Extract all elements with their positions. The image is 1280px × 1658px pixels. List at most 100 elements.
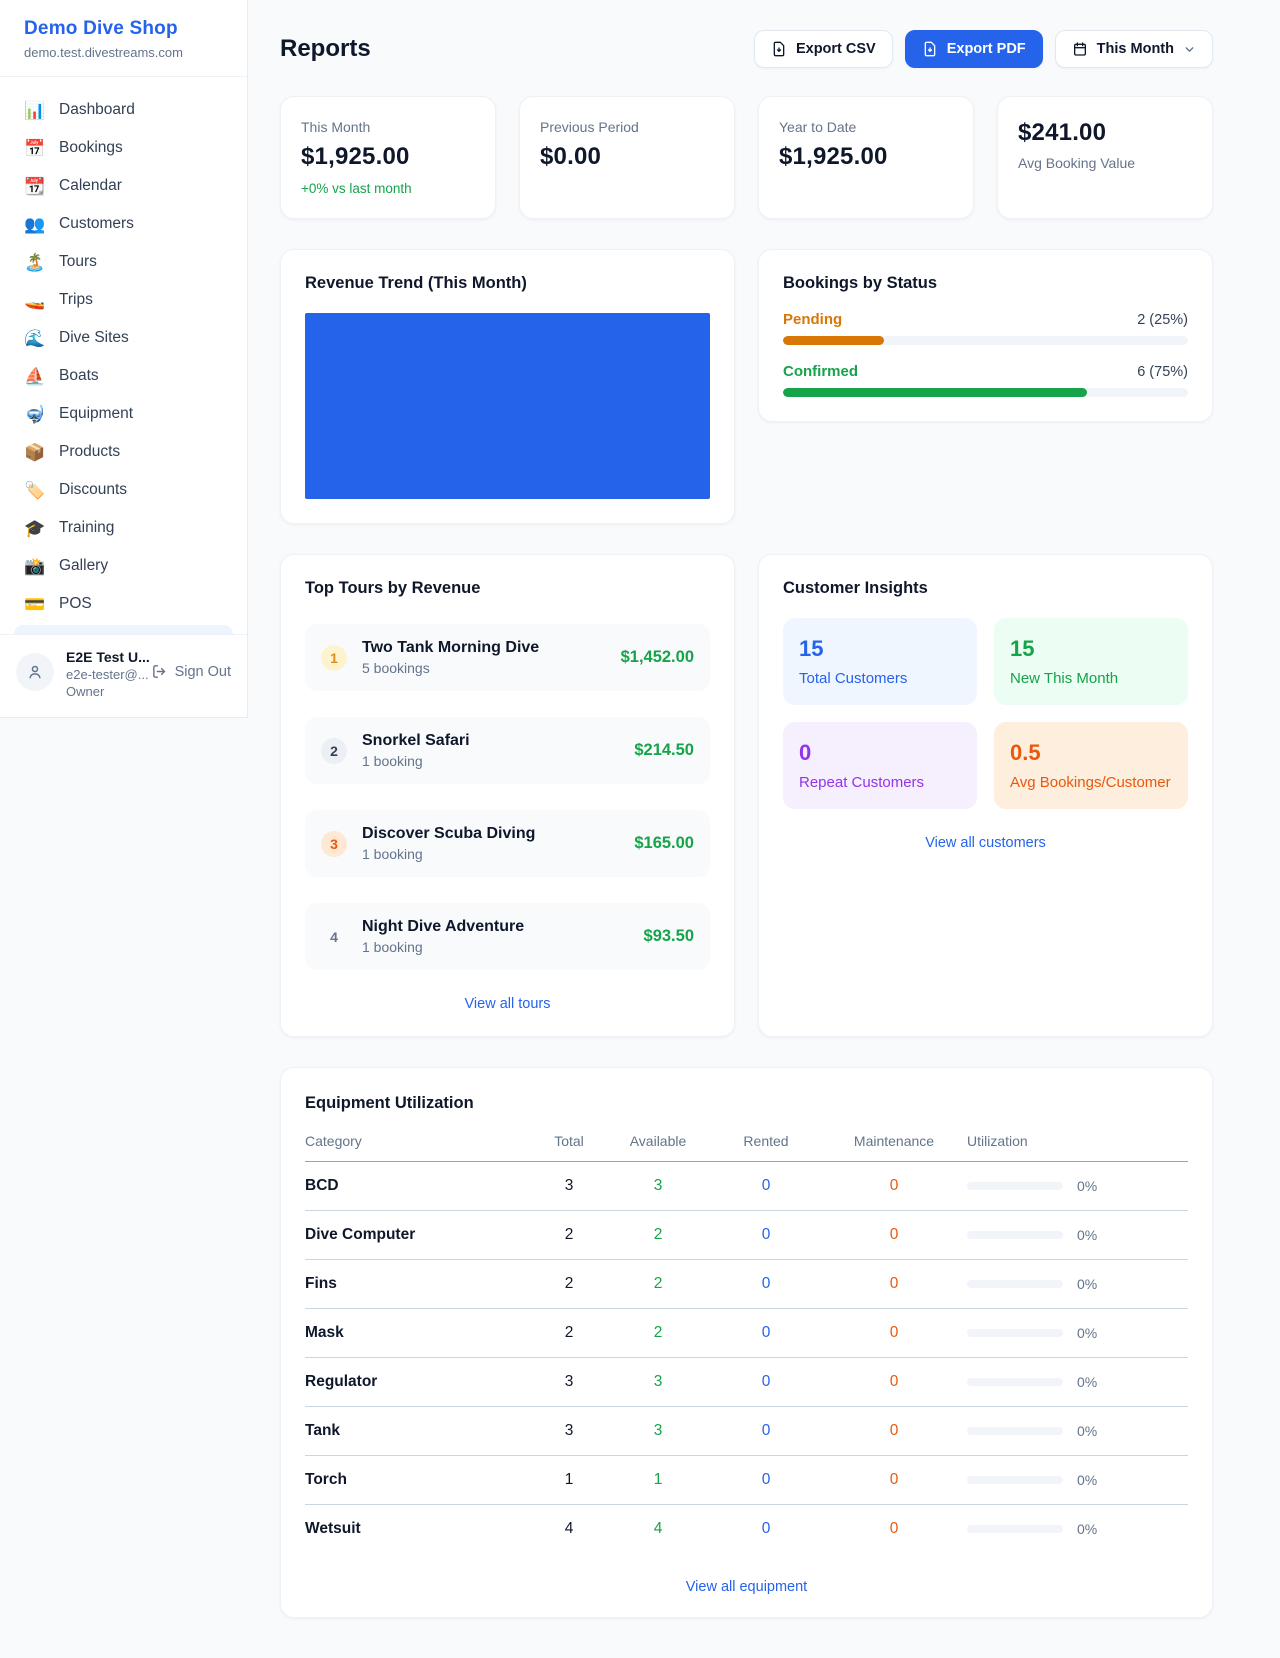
tour-name: Two Tank Morning Dive [362,639,540,656]
stat-label: This Month [301,119,371,135]
sidebar-item-bookings[interactable]: 📅 Bookings [10,129,237,167]
tour-row: 4 Night Dive Adventure 1 booking $93.50 [305,903,710,970]
rank-badge: 1 [321,644,347,671]
sidebar-nav: 📊 Dashboard 📅 Bookings 📆 Calendar 👥 Customer… [0,77,247,634]
rank-badge: 2 [321,737,347,764]
file-download-icon [773,41,785,57]
sidebar-item-label: Bookings [59,139,123,156]
sidebar-item-training[interactable]: 🎓 Training [10,509,237,547]
cell-available: 2 [653,1324,663,1341]
period-dropdown[interactable]: This Month [1054,30,1213,68]
status-row-pending: Pending 2 (25%) [783,311,1188,345]
export-pdf-label: Export PDF [946,41,1026,57]
sidebar-item-active-partial[interactable] [14,625,233,634]
chevron-down-icon [1185,46,1194,52]
sidebar-item-label: Gallery [59,557,109,574]
sidebar-item-equipment[interactable]: 🤿 Equipment [10,395,237,433]
export-pdf-button[interactable]: Export PDF [904,30,1043,68]
cell-rented: 0 [761,1226,771,1243]
cell-category: Dive Computer [305,1226,416,1243]
insight-new-this-month: 15 New This Month [994,618,1188,705]
view-all-customers-link[interactable]: View all customers [925,835,1046,851]
revenue-trend-panel: Revenue Trend (This Month) [280,249,735,524]
dive-sites-icon: 🌊 [24,328,46,348]
tour-row: 2 Snorkel Safari 1 booking $214.50 [305,717,710,784]
sign-out-button[interactable]: Sign Out [151,663,231,680]
user-role: Owner [66,684,105,699]
cell-category: Wetsuit [305,1520,361,1537]
sidebar-item-discounts[interactable]: 🏷️ Discounts [10,471,237,509]
brand-block: Demo Dive Shop demo.test.divestreams.com [0,0,247,77]
tour-row: 1 Two Tank Morning Dive 5 bookings $1,452… [305,624,710,691]
stat-delta: +0% vs last month [301,181,412,196]
insight-value: 0.5 [1010,740,1041,765]
sidebar-item-label: Trips [59,291,93,308]
cell-available: 4 [653,1520,663,1537]
calendar-icon [1073,42,1086,56]
sidebar-item-trips[interactable]: 🚤 Trips [10,281,237,319]
sidebar-item-tours[interactable]: 🏝️ Tours [10,243,237,281]
utilization-percent: 0% [1077,1325,1098,1341]
rank-badge: 3 [321,830,347,857]
tour-revenue: $214.50 [634,741,694,759]
cell-utilization: 0% [967,1423,1188,1439]
equipment-table-header: Category Total Available Rented Maintena… [305,1133,1188,1162]
tour-revenue: $93.50 [643,927,694,945]
period-label: This Month [1096,41,1174,57]
page-header: Reports Export CSV Export PDF This Month [280,30,1213,68]
sidebar-item-label: Customers [59,215,134,232]
status-bar-fill [783,388,1087,397]
sidebar-item-boats[interactable]: ⛵ Boats [10,357,237,395]
cell-utilization: 0% [967,1325,1188,1341]
rank-badge: 4 [330,928,338,945]
insights-grid: 15 Total Customers 15 New This Month 0 R… [783,618,1188,809]
person-icon [29,665,41,679]
user-email: e2e-tester@... [66,667,149,682]
sidebar-item-label: Dive Sites [59,329,129,346]
insight-label: Avg Bookings/Customer [1010,774,1171,791]
col-utilization: Utilization [967,1133,1028,1149]
sidebar-item-customers[interactable]: 👥 Customers [10,205,237,243]
sidebar-item-label: Equipment [59,405,134,422]
view-all-tours-link[interactable]: View all tours [464,996,551,1012]
top-tours-panel: Top Tours by Revenue 1 Two Tank Morning … [280,554,735,1037]
table-row: Wetsuit 4 4 0 0 0% [305,1505,1188,1553]
sidebar-item-dashboard[interactable]: 📊 Dashboard [10,91,237,129]
table-row: Mask 2 2 0 0 0% [305,1309,1188,1358]
insight-value: 15 [1010,636,1035,661]
sidebar-item-label: Tours [59,253,97,270]
stat-card-previous-period: Previous Period $0.00 [519,96,735,219]
customers-icon: 👥 [24,214,46,234]
utilization-percent: 0% [1077,1472,1098,1488]
status-count: 2 (25%) [1137,312,1188,328]
status-row-confirmed: Confirmed 6 (75%) [783,363,1188,397]
cell-maintenance: 0 [889,1324,899,1341]
equipment-utilization-title: Equipment Utilization [305,1094,474,1112]
export-csv-button[interactable]: Export CSV [753,30,893,68]
cell-utilization: 0% [967,1472,1188,1488]
table-row: Fins 2 2 0 0 0% [305,1260,1188,1309]
tours-icon: 🏝️ [24,252,46,272]
col-maintenance: Maintenance [853,1133,935,1149]
insight-repeat-customers: 0 Repeat Customers [783,722,977,809]
sidebar-item-label: Dashboard [59,101,135,118]
stat-value: $241.00 [1018,119,1107,146]
view-all-equipment-link[interactable]: View all equipment [685,1579,808,1595]
sidebar-item-pos[interactable]: 💳 POS [10,585,237,623]
sidebar-item-gallery[interactable]: 📸 Gallery [10,547,237,585]
stats-row: This Month $1,925.00 +0% vs last month P… [280,96,1213,219]
cell-maintenance: 0 [889,1275,899,1292]
cell-rented: 0 [761,1373,771,1390]
bookings-by-status-title: Bookings by Status [783,274,938,292]
cell-total: 1 [564,1471,574,1488]
tour-name: Discover Scuba Diving [362,825,536,842]
cell-available: 3 [653,1422,663,1439]
sidebar-item-calendar[interactable]: 📆 Calendar [10,167,237,205]
status-label: Pending [783,311,843,328]
sidebar-item-dive-sites[interactable]: 🌊 Dive Sites [10,319,237,357]
training-icon: 🎓 [24,518,46,538]
cell-category: Fins [305,1275,337,1292]
stat-value: $0.00 [540,143,602,170]
cell-total: 4 [564,1520,574,1537]
sidebar-item-products[interactable]: 📦 Products [10,433,237,471]
